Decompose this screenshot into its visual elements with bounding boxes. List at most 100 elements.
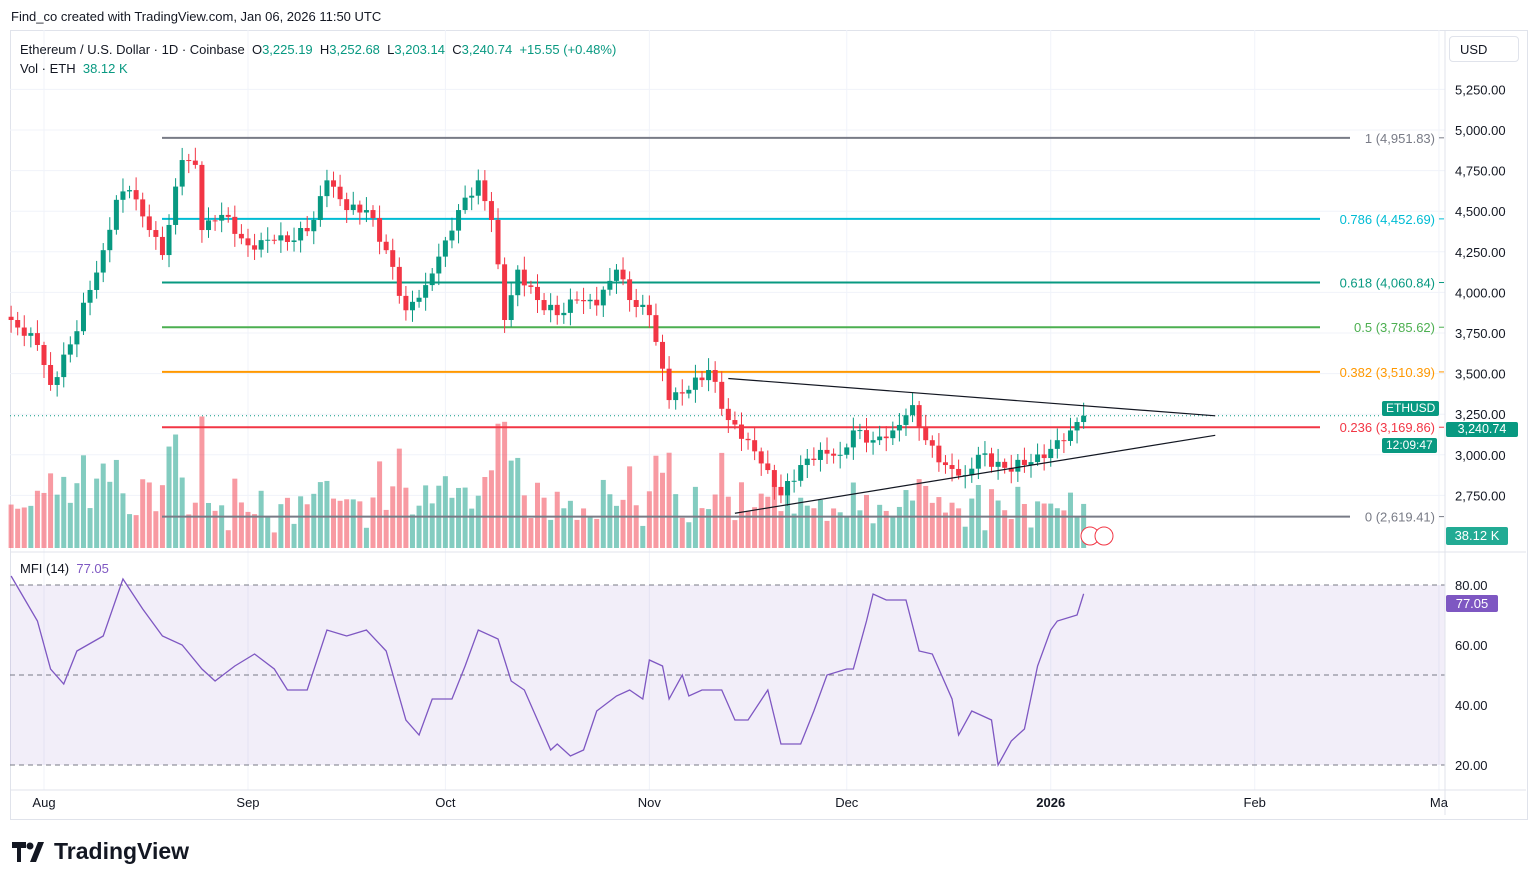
volume-bar [284, 497, 290, 548]
volume-bars [8, 416, 1087, 548]
candle-body [502, 264, 508, 321]
volume-bar [127, 514, 133, 548]
axes: 5,250.00 5,000.00 4,750.00 4,500.00 4,250.00… [10, 30, 1526, 815]
candle-body [831, 453, 837, 456]
volume-bar [936, 497, 942, 548]
mfi-tick-label: 40.00 [1455, 698, 1488, 713]
volume-bar [80, 455, 86, 548]
mfi-tick-label: 80.00 [1455, 578, 1488, 593]
candle-body [153, 230, 159, 237]
candle-body [192, 160, 198, 165]
volume-bar [1074, 516, 1080, 548]
candle-body [804, 458, 810, 466]
volume-bar [429, 503, 435, 548]
candle-body [475, 180, 481, 196]
candle-body [41, 345, 47, 365]
candle-body [1067, 430, 1073, 441]
candle-body [969, 468, 975, 476]
price-tick-label: 3,500.00 [1455, 367, 1506, 382]
candle-body [495, 219, 501, 265]
candle-body [600, 289, 606, 306]
candle-body [877, 436, 883, 441]
volume-bar [331, 498, 337, 548]
volume-bar [219, 505, 225, 548]
volume-bar [817, 499, 823, 548]
candle-body [436, 256, 442, 274]
volume-bar [989, 489, 995, 548]
high-label: H [319, 42, 330, 57]
volume-bar [140, 479, 146, 548]
candle-body [179, 160, 185, 187]
time-tick-label: 2026 [1036, 795, 1065, 810]
candle-body [1041, 454, 1047, 459]
triangle-upper-trendline [728, 377, 1216, 417]
volume-bar [100, 463, 106, 548]
candle-body [1074, 422, 1080, 431]
volume-bar [252, 514, 258, 548]
volume-bar [21, 507, 27, 548]
volume-tag: 38.12 K [1446, 527, 1508, 545]
volume-bar [462, 487, 468, 548]
time-tick-label: Feb [1244, 795, 1266, 810]
volume-bar [192, 502, 198, 548]
volume-bar [344, 499, 350, 548]
currency-button[interactable]: USD [1449, 36, 1519, 62]
candle-body [133, 190, 139, 200]
candle-body [311, 219, 317, 232]
volume-bar [633, 505, 639, 548]
volume-bar [745, 510, 751, 548]
volume-bar [41, 492, 47, 548]
candle-body [265, 239, 271, 241]
volume-bar [298, 496, 304, 548]
volume-bar [554, 491, 560, 548]
mfi-label[interactable]: MFI (14) [20, 561, 70, 576]
price-tick-label: 3,000.00 [1455, 448, 1506, 463]
volume-bar [416, 505, 422, 548]
candle-body [587, 299, 593, 302]
candle-body [278, 235, 284, 241]
candle-body [416, 297, 422, 302]
volume-value: 38.12 K [82, 61, 128, 76]
candle-body [462, 197, 468, 211]
candle-body [113, 199, 119, 230]
volume-bar [620, 499, 626, 548]
volume-bar [732, 520, 738, 548]
volume-bar [396, 448, 402, 548]
volume-bar [482, 477, 488, 548]
candle-body [903, 415, 909, 425]
candle-body [74, 331, 80, 345]
candle-body [725, 408, 731, 421]
volume-bar [831, 508, 837, 548]
volume-bar [153, 511, 159, 548]
volume-bar [133, 515, 139, 548]
candle-body [699, 377, 705, 381]
candle-body [120, 191, 126, 200]
candle-body [317, 196, 323, 220]
tradingview-logo-icon [12, 841, 44, 862]
mfi-legend: MFI (14) 77.05 [20, 561, 109, 576]
volume-bar [574, 519, 580, 548]
time-tick-label: Oct [435, 795, 456, 810]
volume-bar [317, 482, 323, 548]
candle-body [581, 300, 587, 302]
volume-bar [357, 501, 363, 548]
volume-bar [995, 500, 1001, 548]
candle-body [456, 210, 462, 231]
high-value: 3,252.68 [329, 42, 380, 57]
volume-bar [870, 523, 876, 548]
candle-body [127, 190, 133, 192]
candle-body [324, 180, 330, 197]
candle-body [363, 210, 369, 213]
volume-bar [969, 498, 975, 548]
tradingview-logo[interactable]: TradingView [12, 838, 189, 865]
candles [8, 147, 1087, 506]
symbol-title[interactable]: Ethereum / U.S. Dollar · 1D · Coinbase [20, 42, 245, 57]
grid [10, 30, 1445, 790]
candle-body [811, 458, 817, 460]
symbol-legend: Ethereum / U.S. Dollar · 1D · Coinbase O… [20, 40, 616, 78]
candle-body [785, 480, 791, 496]
candle-body [653, 315, 659, 342]
candle-body [377, 218, 383, 242]
candle-body [956, 468, 962, 476]
